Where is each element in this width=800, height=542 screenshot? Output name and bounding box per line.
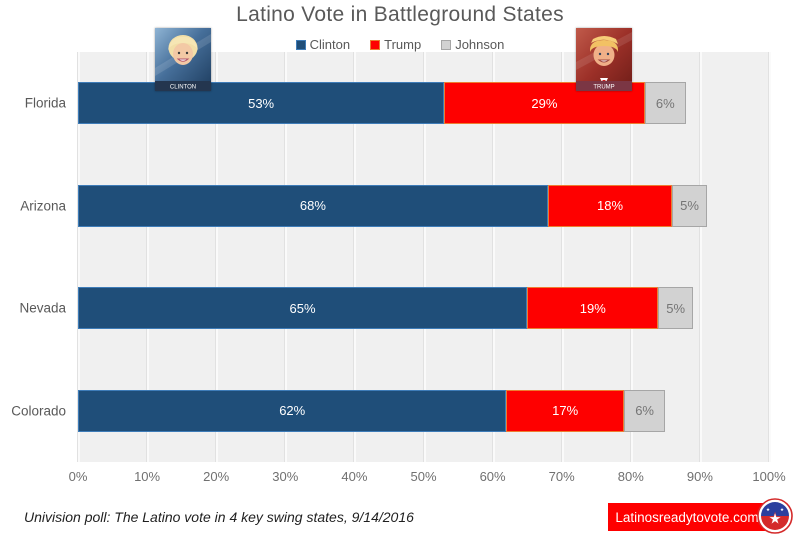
legend-label: Johnson — [455, 37, 505, 52]
bar-segment-trump: 18% — [547, 184, 673, 227]
x-tick-label: 80% — [617, 469, 644, 484]
bar-segment-johnson: 5% — [672, 184, 707, 227]
legend-item-johnson: Johnson — [441, 37, 504, 52]
bar-segment-trump: 29% — [444, 82, 645, 125]
legend-item-clinton: Clinton — [295, 37, 351, 52]
bar-value-label: 53% — [248, 95, 275, 111]
bar-segment-trump: 17% — [506, 389, 624, 432]
x-tick-label: 70% — [548, 469, 575, 484]
bar-row-florida: 53% 29% 6% — [78, 82, 687, 125]
gridline — [560, 52, 564, 462]
clinton-portrait-image: CLINTON — [155, 28, 211, 91]
bar-segment-johnson: 5% — [658, 287, 693, 330]
x-tick-label: 50% — [410, 469, 437, 484]
latinos-ready-to-vote-logo-icon: ★ ★ ★ — [757, 498, 793, 534]
bar-value-label: 5% — [666, 300, 686, 316]
legend-item-trump: Trump — [370, 37, 421, 52]
gridline — [77, 52, 80, 462]
bar-value-label: 18% — [597, 198, 624, 214]
clinton-photo: CLINTON — [155, 28, 211, 91]
bar-segment-clinton: 68% — [78, 184, 548, 227]
bar-segment-clinton: 65% — [78, 287, 528, 330]
bar-value-label: 19% — [579, 300, 606, 316]
chart-title: Latino Vote in Battleground States — [236, 3, 564, 26]
bar-row-colorado: 62% 17% 6% — [78, 389, 666, 432]
svg-text:★: ★ — [766, 507, 771, 512]
source-footnote: Univision poll: The Latino vote in 4 key… — [24, 509, 414, 525]
svg-text:★: ★ — [780, 507, 785, 512]
gridline — [698, 52, 702, 462]
legend-label: Trump — [384, 37, 422, 52]
clinton-photo-caption: CLINTON — [170, 85, 196, 91]
bar-segment-trump: 19% — [527, 287, 659, 330]
x-tick-label: 100% — [752, 469, 786, 484]
legend-swatch-icon — [370, 39, 381, 50]
x-tick-label: 20% — [203, 469, 230, 484]
bar-segment-johnson: 6% — [644, 82, 687, 125]
bar-segment-clinton: 53% — [78, 82, 445, 125]
svg-text:★: ★ — [768, 511, 782, 528]
category-label-florida: Florida — [24, 95, 66, 111]
bar-segment-johnson: 6% — [623, 389, 666, 432]
x-tick-label: 40% — [341, 469, 368, 484]
bar-segment-clinton: 62% — [78, 389, 507, 432]
x-tick-label: 30% — [272, 469, 299, 484]
y-axis-labels: Florida Arizona Nevada Colorado — [0, 52, 72, 462]
x-tick-label: 90% — [686, 469, 713, 484]
legend-swatch-icon — [441, 39, 452, 50]
gridline — [215, 52, 219, 462]
trump-photo-caption: TRUMP — [593, 85, 614, 91]
website-badge: Latinosreadytovote.com — [608, 503, 766, 531]
plot-area: 53% 29% 6% 68% 18% 5% 65% 19% 5% 62% 17% 6% — [77, 52, 771, 462]
legend-swatch-icon — [295, 39, 306, 50]
gridline — [284, 52, 288, 462]
gridline — [491, 52, 495, 462]
gridline — [629, 52, 633, 462]
trump-photo: TRUMP — [576, 28, 632, 91]
legend-label: Clinton — [309, 37, 351, 52]
gridline — [768, 52, 771, 462]
gridline — [422, 52, 426, 462]
bar-value-label: 65% — [289, 300, 316, 316]
bar-value-label: 6% — [655, 95, 675, 111]
x-tick-label: 10% — [134, 469, 161, 484]
gridline — [353, 52, 357, 462]
trump-portrait-image: TRUMP — [576, 28, 632, 91]
bar-value-label: 6% — [635, 403, 654, 419]
bar-row-arizona: 68% 18% 5% — [78, 184, 707, 227]
bar-value-label: 29% — [531, 95, 558, 111]
gridline — [146, 52, 150, 462]
category-label-colorado: Colorado — [11, 403, 66, 419]
x-tick-label: 0% — [68, 469, 88, 484]
x-axis: 0% 10% 20% 30% 40% 50% 60% 70% 80% 90% 100% — [69, 469, 786, 487]
bar-row-nevada: 65% 19% 5% — [78, 287, 693, 330]
x-tick-label: 60% — [479, 469, 506, 484]
bar-value-label: 5% — [680, 198, 699, 214]
chart-legend: Clinton Trump Johnson — [0, 37, 800, 52]
bar-value-label: 17% — [552, 403, 579, 419]
category-label-arizona: Arizona — [20, 198, 66, 214]
bar-value-label: 62% — [279, 403, 306, 419]
category-label-nevada: Nevada — [19, 300, 66, 316]
bar-value-label: 68% — [299, 198, 326, 214]
